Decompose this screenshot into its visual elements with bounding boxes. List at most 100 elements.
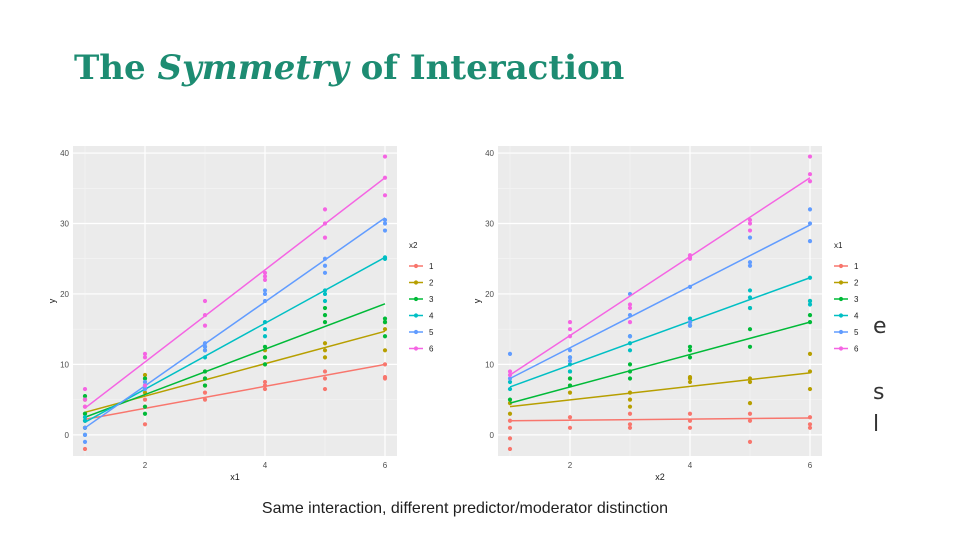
data-point-4 xyxy=(567,369,573,374)
data-point-2 xyxy=(507,411,513,416)
data-point-2 xyxy=(807,386,813,392)
x-tick-label: 2 xyxy=(143,461,148,470)
data-point-2 xyxy=(142,372,148,378)
data-point-6 xyxy=(142,383,148,388)
data-point-5 xyxy=(807,221,813,226)
data-point-3 xyxy=(747,327,753,332)
data-point-4 xyxy=(507,379,513,385)
data-point-5 xyxy=(627,334,633,339)
data-point-3 xyxy=(322,312,328,318)
data-point-1 xyxy=(322,376,328,381)
clipped-text-fragment-1: e xyxy=(873,314,887,339)
data-point-6 xyxy=(202,323,208,328)
data-point-3 xyxy=(142,376,148,381)
data-point-6 xyxy=(322,235,328,240)
y-tick-label: 20 xyxy=(60,290,69,299)
data-point-6 xyxy=(507,369,513,374)
legend-label: 1 xyxy=(854,262,859,271)
data-point-1 xyxy=(627,425,633,430)
data-point-1 xyxy=(747,411,753,416)
clipped-text-fragment-2: s xyxy=(873,380,885,405)
fit-line-3 xyxy=(84,303,386,418)
data-point-1 xyxy=(322,369,328,374)
data-point-3 xyxy=(262,355,268,360)
legend-title: x2 xyxy=(409,241,418,250)
legend-label: 2 xyxy=(854,279,859,288)
chart-left-y-vs-x1: 2 4 6 0 10 20 30 40 x1 y x2 1 2 3 4 5 6 xyxy=(45,140,445,482)
data-point-3 xyxy=(202,376,208,381)
data-point-5 xyxy=(627,312,633,318)
data-point-3 xyxy=(627,362,633,367)
slide-caption: Same interaction, different predictor/mo… xyxy=(261,500,669,517)
plot-panel xyxy=(73,146,397,456)
data-point-3 xyxy=(382,316,388,321)
data-point-2 xyxy=(687,374,693,380)
data-point-6 xyxy=(82,386,88,392)
legend-key-point xyxy=(838,313,844,318)
data-point-1 xyxy=(687,411,693,416)
data-point-5 xyxy=(687,323,693,328)
title-suffix: of Interaction xyxy=(348,48,625,88)
data-point-6 xyxy=(627,320,633,325)
data-point-2 xyxy=(807,369,813,374)
data-point-2 xyxy=(627,390,633,395)
title-emphasis: Symmetry xyxy=(157,48,349,88)
legend-key-point xyxy=(413,346,419,351)
data-point-6 xyxy=(382,175,388,180)
data-point-4 xyxy=(322,288,328,293)
legend-title: x1 xyxy=(834,241,843,250)
legend-label: 6 xyxy=(854,345,859,354)
data-point-4 xyxy=(82,415,88,420)
data-point-6 xyxy=(687,253,693,258)
data-point-5 xyxy=(507,376,513,381)
data-point-3 xyxy=(262,344,268,349)
fit-line-6 xyxy=(84,177,386,409)
data-point-6 xyxy=(567,320,573,325)
legend-key-point xyxy=(413,296,419,302)
data-point-4 xyxy=(322,291,328,297)
data-point-1 xyxy=(627,422,633,427)
y-tick-label: 40 xyxy=(485,149,494,158)
x-axis-label: x1 xyxy=(230,472,240,480)
data-point-6 xyxy=(807,172,813,177)
data-point-3 xyxy=(747,344,753,349)
data-point-2 xyxy=(382,327,388,332)
data-point-3 xyxy=(322,320,328,325)
x-tick-label: 2 xyxy=(568,461,573,470)
data-point-1 xyxy=(567,415,573,420)
data-point-6 xyxy=(262,277,268,282)
legend-key-point xyxy=(413,280,419,285)
data-point-3 xyxy=(262,362,268,367)
data-point-2 xyxy=(382,348,388,353)
data-point-6 xyxy=(627,305,633,311)
data-point-5 xyxy=(687,284,693,290)
data-point-6 xyxy=(567,327,573,332)
data-point-6 xyxy=(82,404,88,409)
data-point-5 xyxy=(142,386,148,392)
data-point-5 xyxy=(567,355,573,360)
data-point-5 xyxy=(567,348,573,353)
data-point-6 xyxy=(202,312,208,318)
data-point-3 xyxy=(82,394,88,399)
data-point-3 xyxy=(807,320,813,325)
y-tick-label: 0 xyxy=(490,431,495,440)
legend-label: 3 xyxy=(854,295,859,304)
y-tick-label: 10 xyxy=(60,360,69,369)
data-point-5 xyxy=(747,260,753,265)
data-point-1 xyxy=(82,446,88,452)
data-point-4 xyxy=(382,256,388,261)
data-point-3 xyxy=(687,355,693,360)
y-tick-label: 20 xyxy=(485,290,494,299)
legend-label: 1 xyxy=(429,262,434,271)
data-point-3 xyxy=(567,376,573,381)
data-point-1 xyxy=(142,422,148,427)
data-point-5 xyxy=(262,298,268,304)
data-point-6 xyxy=(747,217,753,223)
data-point-2 xyxy=(627,397,633,402)
data-point-3 xyxy=(687,344,693,349)
data-point-5 xyxy=(382,217,388,223)
data-point-6 xyxy=(747,221,753,226)
y-axis-label: y xyxy=(47,298,57,303)
data-point-4 xyxy=(262,327,268,332)
data-point-5 xyxy=(747,263,753,268)
